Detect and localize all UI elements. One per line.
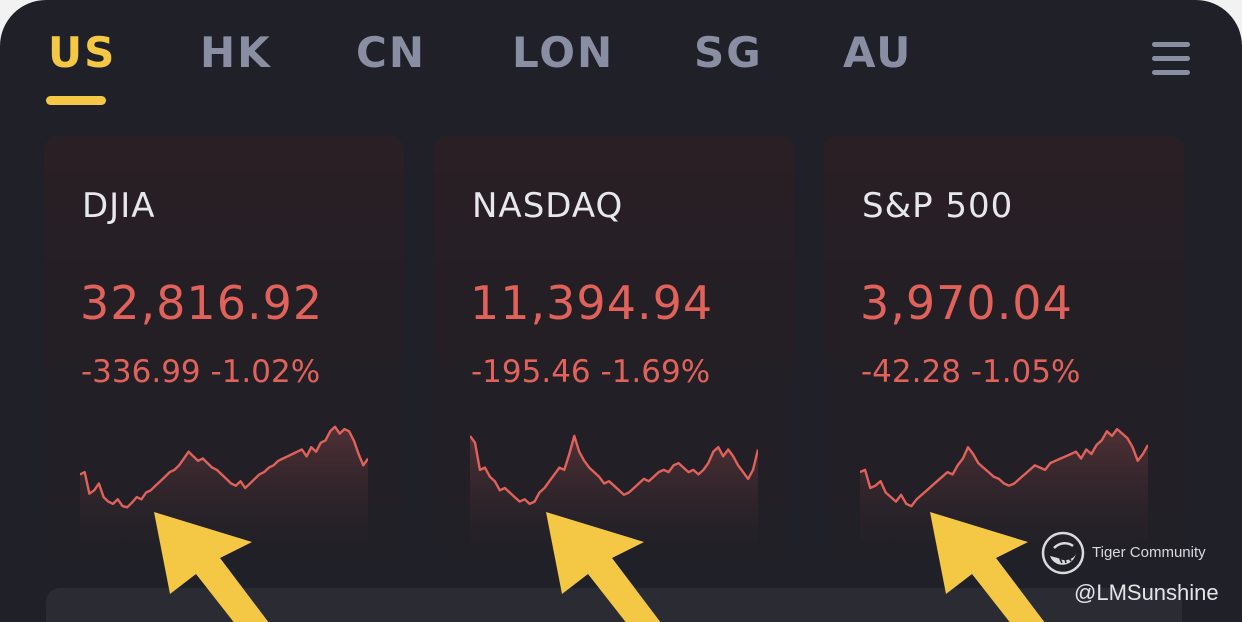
index-sparkline xyxy=(470,434,758,542)
tab-cn[interactable]: CN xyxy=(356,28,426,77)
index-value: 32,816.92 xyxy=(80,276,324,330)
watermark: Tiger Community @LMSunshine xyxy=(1040,530,1230,614)
watermark-user: @LMSunshine xyxy=(1074,580,1219,605)
watermark-brand: Tiger Community xyxy=(1092,544,1206,561)
index-value: 3,970.04 xyxy=(860,276,1073,330)
index-card-djia[interactable]: DJIA 32,816.92 -336.99 -1.02% xyxy=(44,136,404,556)
sparkline-line xyxy=(470,434,758,506)
sparkline-area xyxy=(80,426,368,542)
hamburger-menu-icon[interactable] xyxy=(1152,42,1194,78)
market-tabs: US HK CN LON SG AU xyxy=(0,0,1242,120)
tab-au[interactable]: AU xyxy=(843,28,913,77)
tab-sg[interactable]: SG xyxy=(694,28,763,77)
index-value: 11,394.94 xyxy=(470,276,714,330)
index-change: -336.99 -1.02% xyxy=(81,354,321,390)
index-sparkline xyxy=(80,425,368,542)
active-tab-indicator xyxy=(46,96,106,105)
tab-hk[interactable]: HK xyxy=(200,28,272,77)
tab-lon[interactable]: LON xyxy=(512,28,615,77)
index-change: -42.28 -1.05% xyxy=(861,354,1081,390)
sparkline-line xyxy=(80,425,368,509)
index-name: S&P 500 xyxy=(862,186,1014,226)
sparkline-area xyxy=(470,435,758,542)
index-card-sp500[interactable]: S&P 500 3,970.04 -42.28 -1.05% xyxy=(824,136,1184,556)
index-name: NASDAQ xyxy=(472,186,624,226)
index-card-nasdaq[interactable]: NASDAQ 11,394.94 -195.46 -1.69% xyxy=(434,136,794,556)
tab-us[interactable]: US xyxy=(48,28,117,77)
index-change: -195.46 -1.69% xyxy=(471,354,711,390)
next-section-card[interactable] xyxy=(46,588,1182,622)
sparkline-line xyxy=(860,427,1148,508)
tiger-logo-icon xyxy=(1041,531,1085,575)
index-sparkline xyxy=(860,427,1148,542)
sparkline-area xyxy=(860,429,1148,542)
index-name: DJIA xyxy=(82,186,156,226)
